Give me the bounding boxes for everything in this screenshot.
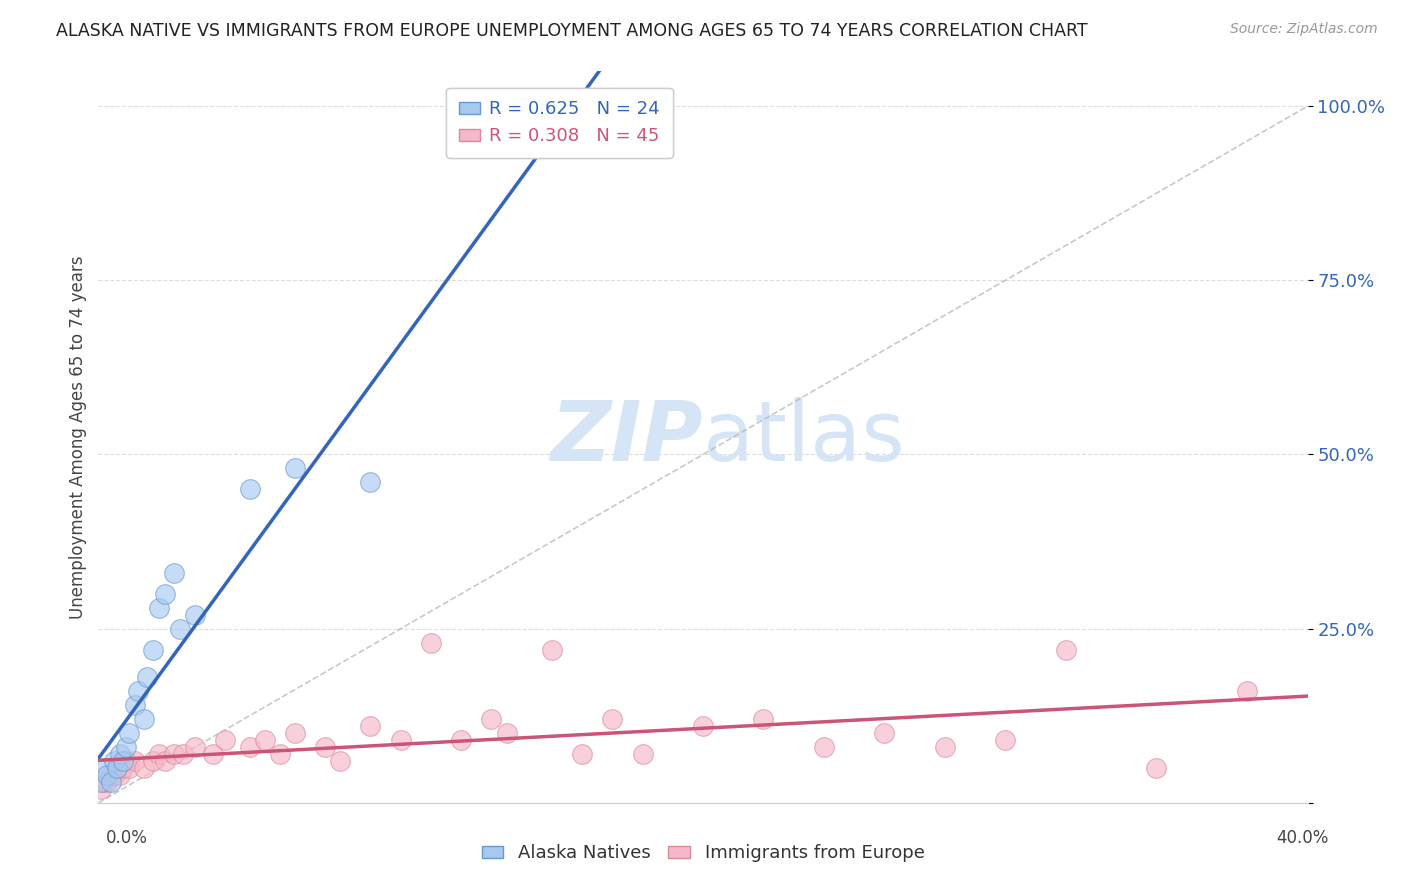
Point	[153, 754, 176, 768]
Point	[163, 747, 186, 761]
Point	[111, 761, 134, 775]
Point	[571, 747, 593, 761]
Point	[994, 733, 1017, 747]
Point	[239, 483, 262, 497]
Point	[127, 684, 149, 698]
Point	[481, 712, 503, 726]
Point	[100, 768, 122, 782]
Point	[420, 635, 443, 649]
Point	[114, 754, 136, 768]
Point	[284, 461, 307, 475]
Legend: Alaska Natives, Immigrants from Europe: Alaska Natives, Immigrants from Europe	[474, 838, 932, 870]
Point	[253, 733, 276, 747]
Point	[450, 733, 472, 747]
Point	[269, 747, 291, 761]
Point	[124, 754, 146, 768]
Point	[389, 733, 412, 747]
Point	[202, 747, 225, 761]
Point	[813, 740, 835, 755]
Point	[118, 761, 141, 775]
Point	[114, 740, 136, 755]
Point	[135, 670, 157, 684]
Point	[163, 566, 186, 580]
Point	[329, 754, 352, 768]
Point	[90, 781, 112, 796]
Point	[103, 768, 125, 782]
Point	[1144, 761, 1167, 775]
Text: 40.0%: 40.0%	[1277, 829, 1329, 847]
Point	[540, 642, 562, 657]
Point	[132, 712, 155, 726]
Legend: R = 0.625   N = 24, R = 0.308   N = 45: R = 0.625 N = 24, R = 0.308 N = 45	[446, 87, 672, 158]
Point	[172, 747, 194, 761]
Point	[1236, 684, 1258, 698]
Point	[214, 733, 236, 747]
Point	[184, 740, 207, 755]
Point	[692, 719, 714, 733]
Point	[100, 775, 122, 789]
Point	[934, 740, 956, 755]
Point	[90, 775, 112, 789]
Text: Source: ZipAtlas.com: Source: ZipAtlas.com	[1230, 22, 1378, 37]
Point	[96, 775, 118, 789]
Point	[314, 740, 336, 755]
Point	[752, 712, 775, 726]
Point	[631, 747, 654, 761]
Point	[284, 726, 307, 740]
Point	[602, 712, 624, 726]
Point	[239, 740, 262, 755]
Point	[495, 726, 517, 740]
Point	[111, 754, 134, 768]
Text: atlas: atlas	[703, 397, 904, 477]
Y-axis label: Unemployment Among Ages 65 to 74 years: Unemployment Among Ages 65 to 74 years	[69, 255, 87, 619]
Point	[153, 587, 176, 601]
Point	[93, 761, 115, 775]
Point	[555, 113, 578, 128]
Point	[169, 622, 191, 636]
Point	[105, 761, 128, 775]
Point	[142, 642, 165, 657]
Point	[96, 768, 118, 782]
Point	[360, 475, 382, 490]
Point	[148, 747, 170, 761]
Point	[184, 607, 207, 622]
Point	[93, 775, 115, 789]
Point	[873, 726, 896, 740]
Point	[108, 768, 131, 782]
Point	[108, 747, 131, 761]
Point	[118, 726, 141, 740]
Point	[1054, 642, 1077, 657]
Point	[132, 761, 155, 775]
Point	[360, 719, 382, 733]
Point	[142, 754, 165, 768]
Text: ALASKA NATIVE VS IMMIGRANTS FROM EUROPE UNEMPLOYMENT AMONG AGES 65 TO 74 YEARS C: ALASKA NATIVE VS IMMIGRANTS FROM EUROPE …	[56, 22, 1088, 40]
Point	[103, 754, 125, 768]
Text: 0.0%: 0.0%	[105, 829, 148, 847]
Point	[148, 600, 170, 615]
Text: ZIP: ZIP	[550, 397, 703, 477]
Point	[124, 698, 146, 713]
Point	[105, 761, 128, 775]
